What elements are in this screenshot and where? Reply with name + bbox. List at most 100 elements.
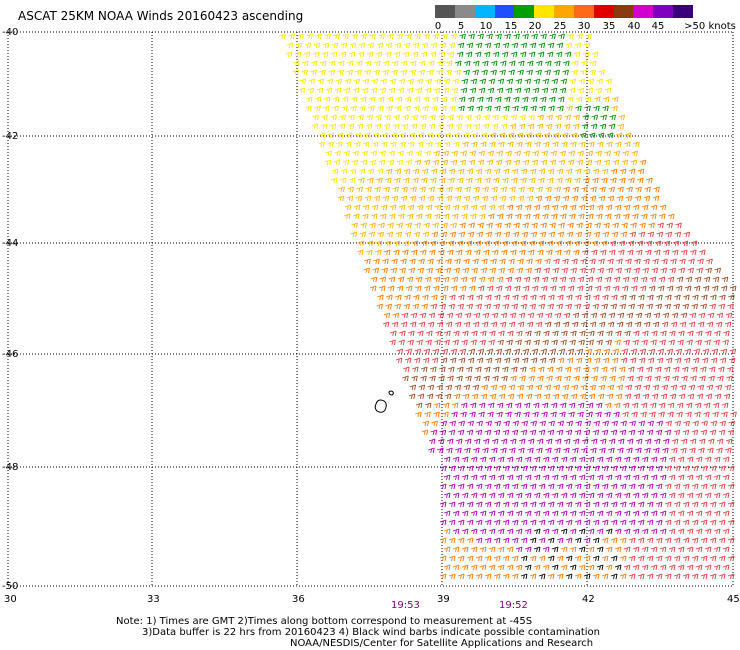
wind-barb: [635, 312, 643, 319]
wind-barb: [582, 366, 590, 373]
wind-barb: [465, 51, 473, 58]
wind-barb: [612, 222, 619, 229]
wind-barb: [502, 555, 510, 562]
wind-barb: [421, 429, 429, 436]
wind-barb: [301, 60, 309, 67]
wind-barb: [463, 321, 471, 328]
wind-barb: [583, 465, 591, 472]
wind-barb: [366, 114, 373, 121]
wind-barb: [727, 573, 735, 580]
wind-barb: [653, 447, 660, 454]
wind-barb: [526, 258, 533, 265]
wind-barb: [476, 231, 484, 238]
wind-barb: [547, 555, 555, 562]
wind-barb: [448, 168, 456, 175]
wind-barb: [596, 456, 604, 463]
wind-barb: [520, 555, 528, 562]
wind-barb: [659, 474, 667, 481]
wind-barb: [408, 132, 416, 139]
wind-barb: [466, 303, 473, 310]
wind-barb: [682, 303, 689, 310]
wind-barb: [659, 528, 667, 535]
wind-barb: [482, 438, 490, 445]
wind-barb: [381, 132, 389, 139]
wind-barb: [428, 123, 436, 130]
wind-barb: [701, 357, 709, 364]
wind-barb: [475, 42, 483, 49]
wind-barb: [348, 51, 356, 58]
wind-barb: [685, 276, 693, 283]
wind-barb: [474, 114, 481, 121]
wind-barb: [484, 519, 492, 526]
wind-barb: [475, 303, 482, 310]
wind-barb: [668, 510, 676, 517]
wind-barb: [490, 258, 497, 265]
wind-barb: [588, 330, 595, 337]
wind-barb: [437, 186, 444, 193]
wind-barb: [642, 267, 649, 274]
wind-barb: [466, 177, 473, 184]
wind-barb: [439, 537, 447, 544]
wind-barb: [382, 321, 390, 328]
wind-barb: [508, 321, 516, 328]
wind-barb: [542, 546, 550, 553]
wind-barb: [529, 483, 537, 490]
wind-barb: [670, 384, 678, 391]
wind-barb: [489, 267, 496, 274]
wind-barb: [608, 249, 616, 256]
wind-barb: [547, 501, 555, 508]
wind-barb: [520, 177, 527, 184]
wind-barb: [390, 330, 397, 337]
wind-barb: [358, 168, 366, 175]
wind-barb: [659, 456, 667, 463]
wind-barb: [536, 186, 543, 193]
wind-barb: [567, 159, 575, 166]
wind-barb: [632, 564, 640, 571]
wind-barb: [547, 537, 555, 544]
wind-barb: [700, 483, 708, 490]
wind-barb: [587, 204, 595, 211]
wind-barb: [379, 150, 386, 157]
wind-barb: [352, 213, 360, 220]
wind-barb: [704, 339, 711, 346]
wind-barb: [558, 159, 566, 166]
wind-barb: [575, 294, 582, 301]
wind-barb: [569, 456, 577, 463]
wind-barb: [382, 258, 389, 265]
wind-barb: [630, 348, 638, 355]
wind-barb: [566, 231, 574, 238]
wind-barb: [475, 429, 483, 436]
wind-barb: [511, 465, 519, 472]
wind-barb: [684, 348, 692, 355]
wind-barb: [582, 51, 590, 58]
wind-barb: [615, 267, 622, 274]
wind-barb: [593, 231, 601, 238]
wind-barb: [636, 240, 644, 247]
wind-barb: [406, 87, 414, 94]
wind-barb: [460, 411, 467, 418]
wind-barb: [518, 447, 525, 454]
wind-barb: [488, 474, 496, 481]
wind-barb: [405, 348, 413, 355]
wind-barb: [632, 474, 640, 481]
wind-barb: [369, 159, 377, 166]
wind-barb: [521, 357, 529, 364]
wind-barb: [567, 348, 575, 355]
wind-barb: [577, 411, 584, 418]
wind-barb: [565, 483, 573, 490]
wind-barb: [365, 123, 373, 130]
wind-barb: [628, 465, 636, 472]
wind-speed-color-scale: 0 5 10 15 20 25 30 35 40 45 >50 knots: [435, 5, 740, 37]
wind-barb: [590, 123, 598, 130]
wind-barb: [553, 258, 560, 265]
wind-barb: [554, 438, 562, 445]
wind-barb: [443, 546, 451, 553]
wind-barb: [526, 321, 534, 328]
wind-barb: [691, 555, 699, 562]
wind-barb: [629, 357, 637, 364]
wind-barb: [378, 159, 386, 166]
wind-barb: [464, 312, 472, 319]
wind-barb: [670, 321, 678, 328]
wind-barb: [473, 186, 480, 193]
wind-barb: [608, 438, 616, 445]
